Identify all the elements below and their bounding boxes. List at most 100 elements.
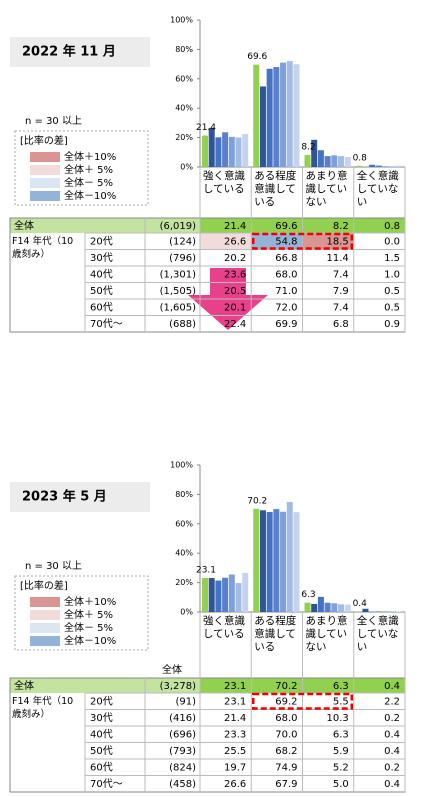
bar — [344, 157, 351, 167]
row-n: (688) — [169, 319, 196, 330]
bar — [395, 165, 402, 167]
column-header: 強く意識している — [203, 170, 245, 195]
cell-shade — [251, 233, 303, 250]
cell: 74.9 — [275, 762, 297, 773]
y-tick-label: 60% — [175, 519, 193, 528]
bar — [266, 512, 273, 612]
column-header: ある程度意識している — [254, 615, 297, 653]
row-label: 70代～ — [90, 778, 123, 790]
bar-label: 69.6 — [247, 52, 267, 62]
bar — [375, 611, 382, 612]
bar — [331, 603, 338, 612]
total-cell — [200, 218, 252, 233]
cell: 25.5 — [224, 746, 246, 757]
legend-label: 全体＋ 5% — [64, 163, 113, 176]
row-label: 20代 — [90, 235, 113, 247]
cell: 5.5 — [333, 696, 349, 707]
cell-shade — [200, 233, 252, 250]
bar — [311, 603, 318, 612]
cell: 0.2 — [384, 762, 400, 773]
legend-box — [14, 575, 149, 651]
cell: 70.0 — [275, 729, 297, 740]
cell: 21.4 — [224, 713, 246, 724]
cell: 23.6 — [224, 269, 246, 280]
legend-label: 全体－10% — [64, 189, 116, 202]
bar — [202, 578, 208, 612]
bar — [280, 511, 287, 612]
cell: 23.1 — [224, 681, 246, 692]
row-n: (124) — [169, 236, 196, 247]
column-header: ある程度意識している — [254, 170, 297, 208]
period-box — [10, 482, 150, 512]
legend-title: [比率の差] — [20, 134, 68, 147]
total-cell — [251, 218, 303, 233]
row-label: 全体 — [14, 679, 34, 692]
cell: 7.9 — [333, 286, 349, 297]
bar — [222, 132, 229, 167]
total-cell — [251, 678, 303, 693]
y-tick-label: 60% — [175, 74, 193, 83]
n-note: n = 30 以上 — [25, 560, 82, 572]
legend-label: 全体－10% — [64, 634, 116, 647]
cell: 0.4 — [384, 729, 400, 740]
column-header: 全く意識していない — [356, 615, 399, 653]
bar — [259, 86, 266, 167]
bar — [382, 611, 389, 612]
period: 2023 年 5 月 — [22, 489, 107, 505]
bar — [317, 150, 324, 167]
legend-swatch — [30, 623, 60, 633]
bar — [235, 137, 242, 167]
group-label: F14 年代（10 歳刻み） — [12, 696, 74, 720]
legend-title: [比率の差] — [20, 579, 68, 592]
column-header: あまり意識していない — [305, 170, 348, 208]
bar — [208, 578, 215, 612]
total-cell — [353, 678, 405, 693]
y-tick-label: 20% — [175, 578, 193, 587]
cell: 69.6 — [275, 221, 297, 232]
bar — [338, 604, 344, 612]
legend-swatch — [30, 636, 60, 646]
row-n: (1,605) — [160, 302, 197, 313]
row-n: (458) — [169, 779, 196, 790]
bar — [382, 166, 389, 167]
cell: 69.2 — [275, 696, 297, 707]
cell: 23.3 — [224, 729, 246, 740]
cell: 0.4 — [384, 681, 400, 692]
row-n: (793) — [169, 746, 196, 757]
bar — [208, 127, 215, 167]
total-cell — [353, 218, 405, 233]
y-tick-label: 80% — [175, 45, 193, 54]
bar-label: 6.3 — [301, 590, 315, 600]
cell: 19.7 — [224, 762, 246, 773]
total-cell — [200, 678, 252, 693]
cell: 0.4 — [384, 779, 400, 790]
highlight-box — [252, 692, 353, 710]
bar — [235, 583, 242, 612]
bar — [228, 136, 235, 167]
bar — [253, 64, 260, 167]
row-n: (796) — [169, 253, 196, 264]
cell: 20.1 — [224, 302, 246, 313]
bar-label: 21.4 — [196, 123, 216, 133]
column-header: あまり意識していない — [305, 615, 348, 653]
bar — [355, 165, 362, 167]
n-header: 全体 — [162, 663, 182, 676]
cell: 10.3 — [326, 713, 348, 724]
bar — [395, 611, 402, 612]
bar — [324, 602, 331, 612]
legend-label: 全体＋ 5% — [64, 608, 113, 621]
y-tick-label: 0% — [180, 163, 193, 172]
row-n: (6,019) — [160, 221, 197, 232]
cell: 8.2 — [333, 221, 349, 232]
bar — [293, 64, 300, 167]
y-tick-label: 40% — [175, 104, 193, 113]
cell: 5.2 — [333, 762, 349, 773]
period: 2022 年 11 月 — [22, 44, 116, 60]
cell: 71.0 — [275, 286, 297, 297]
legend-swatch — [30, 165, 60, 175]
cell: 0.2 — [384, 713, 400, 724]
cell: 22.4 — [224, 319, 246, 330]
y-tick-label: 0% — [180, 608, 193, 617]
cell: 18.5 — [326, 236, 348, 247]
